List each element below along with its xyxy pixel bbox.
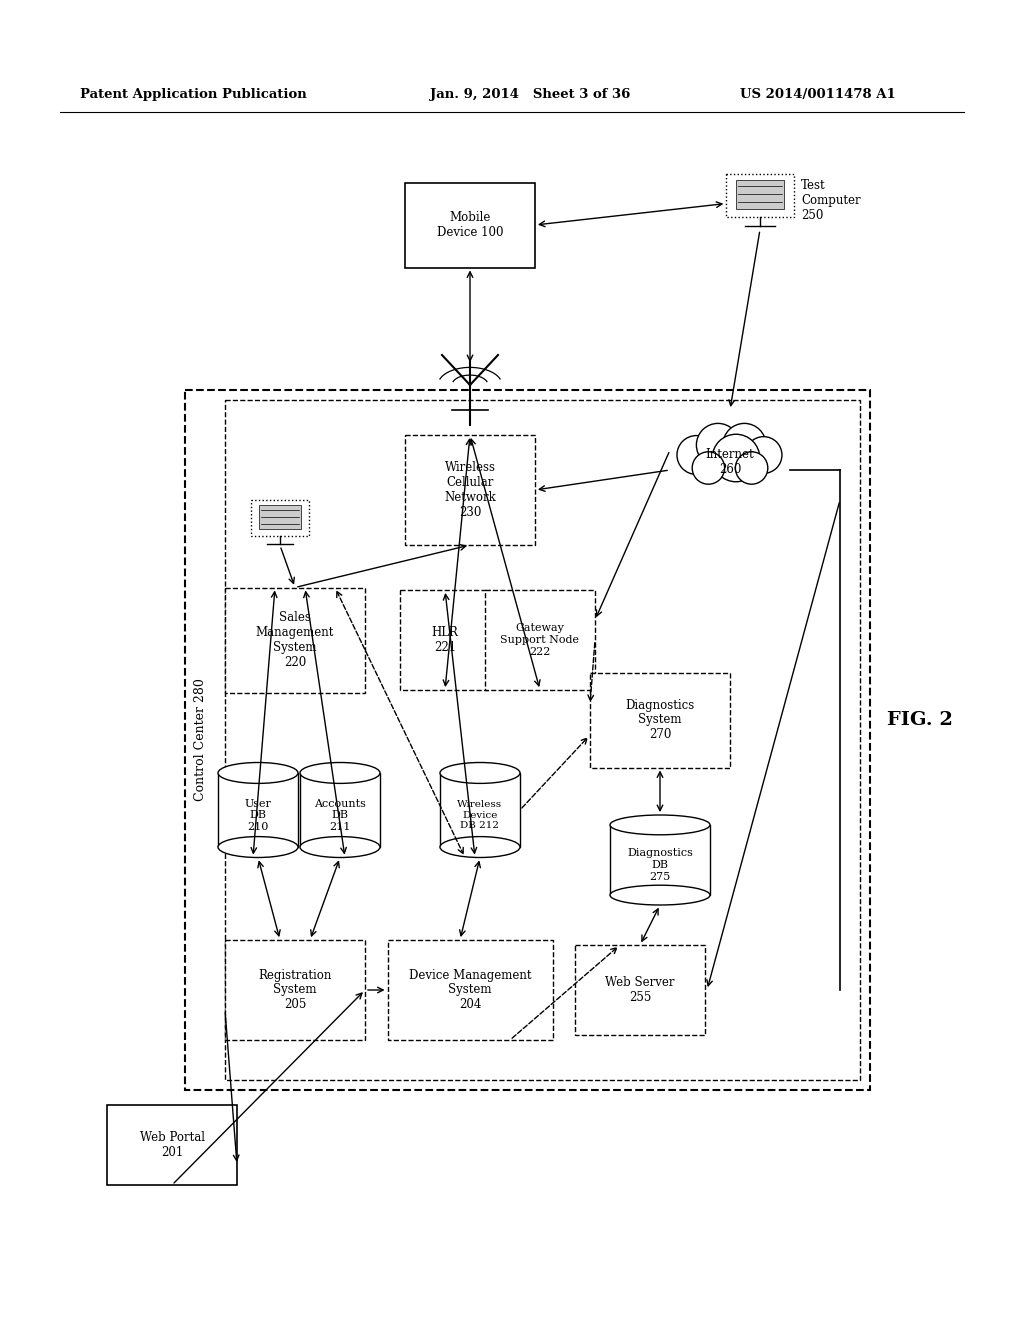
Text: Control Center 280: Control Center 280 — [194, 678, 207, 801]
Bar — [726, 174, 794, 216]
Circle shape — [723, 424, 766, 466]
Circle shape — [713, 434, 760, 482]
Ellipse shape — [300, 763, 380, 783]
Bar — [485, 590, 595, 690]
Text: Registration
System
205: Registration System 205 — [258, 969, 332, 1011]
Text: Patent Application Publication: Patent Application Publication — [80, 88, 307, 102]
Bar — [218, 774, 298, 847]
Bar — [259, 504, 301, 529]
Ellipse shape — [440, 763, 520, 783]
Bar — [185, 389, 870, 1090]
Circle shape — [696, 424, 739, 466]
Text: Jan. 9, 2014   Sheet 3 of 36: Jan. 9, 2014 Sheet 3 of 36 — [430, 88, 631, 102]
Ellipse shape — [218, 763, 298, 783]
Bar — [225, 940, 365, 1040]
Bar — [251, 500, 309, 536]
Text: Sales
Management
System
220: Sales Management System 220 — [256, 611, 334, 669]
Bar — [440, 774, 520, 847]
Text: Gateway
Support Node
222: Gateway Support Node 222 — [501, 623, 580, 656]
Text: Test
Computer
250: Test Computer 250 — [801, 178, 861, 222]
Text: Mobile
Device 100: Mobile Device 100 — [437, 211, 503, 239]
Text: Wireless
Cellular
Network
230: Wireless Cellular Network 230 — [444, 461, 496, 519]
Text: Diagnostics
System
270: Diagnostics System 270 — [626, 698, 694, 742]
Ellipse shape — [610, 814, 710, 834]
Bar — [575, 945, 705, 1035]
Ellipse shape — [300, 837, 380, 858]
Text: FIG. 2: FIG. 2 — [887, 711, 953, 729]
Circle shape — [745, 437, 782, 474]
Bar — [387, 940, 553, 1040]
Bar — [400, 590, 490, 690]
Ellipse shape — [610, 886, 710, 906]
Bar — [610, 825, 710, 895]
Bar — [106, 1105, 237, 1185]
Text: HLR
221: HLR 221 — [431, 626, 459, 653]
Text: Wireless
Device
DB 212: Wireless Device DB 212 — [458, 800, 503, 830]
Circle shape — [692, 451, 725, 484]
Bar — [406, 436, 535, 545]
Ellipse shape — [218, 837, 298, 858]
Text: Diagnostics
DB
275: Diagnostics DB 275 — [627, 849, 693, 882]
Text: US 2014/0011478 A1: US 2014/0011478 A1 — [740, 88, 896, 102]
Bar — [736, 180, 784, 210]
Bar — [590, 672, 730, 767]
Ellipse shape — [440, 837, 520, 858]
Text: Web Server
255: Web Server 255 — [605, 975, 675, 1005]
Circle shape — [677, 436, 716, 474]
Text: Accounts
DB
211: Accounts DB 211 — [314, 799, 366, 832]
Text: Internet
260: Internet 260 — [706, 447, 755, 477]
Circle shape — [735, 451, 768, 484]
Bar — [225, 400, 860, 1080]
Bar — [225, 587, 365, 693]
Text: Web Portal
201: Web Portal 201 — [139, 1131, 205, 1159]
Bar — [406, 182, 535, 268]
Text: User
DB
210: User DB 210 — [245, 799, 271, 832]
Text: Device Management
System
204: Device Management System 204 — [409, 969, 531, 1011]
Bar — [300, 774, 380, 847]
